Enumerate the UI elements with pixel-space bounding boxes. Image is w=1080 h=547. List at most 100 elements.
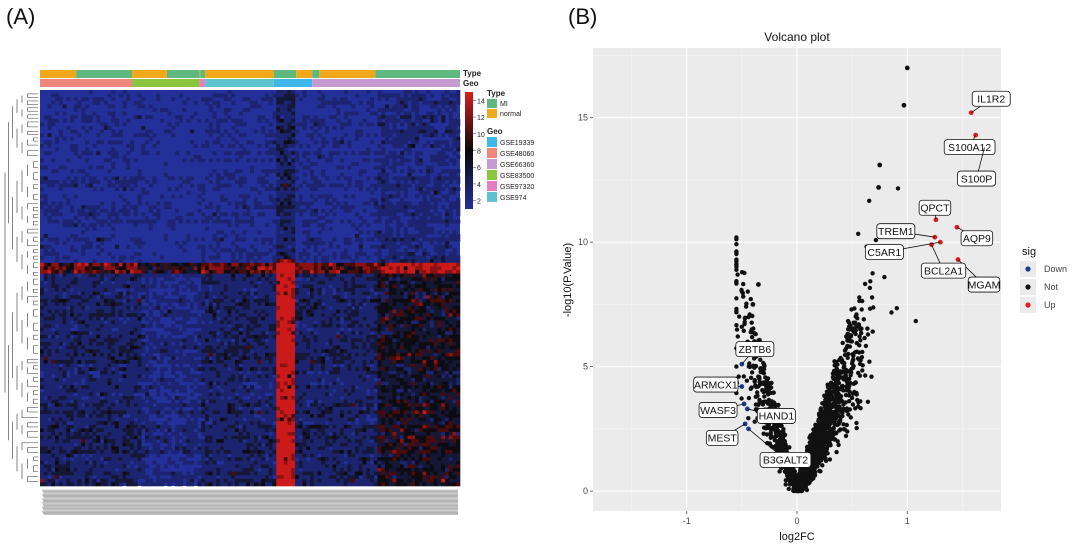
heatmap-cell [306,313,311,318]
heatmap-cell [126,277,131,282]
heatmap-cell [103,266,108,271]
heatmap-cell [51,219,56,224]
heatmap-cell [51,183,56,188]
heatmap-cell [73,104,78,109]
heatmap-cell [347,345,352,350]
heatmap-cell [415,352,420,357]
heatmap-cell [115,356,120,361]
heatmap-cell [283,270,288,274]
heatmap-cell [133,302,138,307]
heatmap-cell [70,306,75,310]
heatmap-cell [422,234,427,238]
heatmap-cell [430,212,435,217]
heatmap-cell [377,266,382,271]
heatmap-cell [205,216,210,220]
heatmap-cell [227,327,232,332]
heatmap-cell [295,151,300,156]
heatmap-cell [325,140,330,145]
heatmap-cell [148,349,153,354]
heatmap-cell [77,345,82,350]
heatmap-cell [321,226,326,231]
heatmap-cell [321,266,326,271]
heatmap-cell [437,309,442,314]
heatmap-cell [381,259,386,264]
heatmap-cell [370,104,375,109]
heatmap-cell [55,259,60,264]
heatmap-cell [205,270,210,274]
heatmap-cell [92,205,97,210]
heatmap-cell [287,324,292,328]
heatmap-cell [201,158,206,163]
heatmap-cell [407,338,412,343]
heatmap-cell [92,226,97,231]
heatmap-cell [130,313,135,318]
heatmap-cell [392,122,397,127]
heatmap-cell [257,190,262,195]
heatmap-cell [280,154,285,159]
heatmap-cell [186,345,191,350]
heatmap-cell [403,208,408,213]
heatmap-cell [250,280,255,285]
type-segment [200,70,206,78]
heatmap-cell [347,280,352,285]
heatmap-cell [201,266,206,271]
heatmap-cell [58,262,63,267]
heatmap-cell [388,108,393,112]
heatmap-cell [246,252,251,256]
heatmap-cell [103,176,108,181]
heatmap-cell [238,295,243,300]
heatmap-cell [426,180,431,184]
heatmap-cell [145,291,150,296]
heatmap-cell [430,345,435,350]
heatmap-cell [332,338,337,343]
heatmap-cell [92,313,97,318]
heatmap-cell [407,90,412,94]
heatmap-cell [193,352,198,357]
heatmap-cell [287,97,292,102]
heatmap-cell [235,342,240,346]
heatmap-cell [441,140,446,145]
heatmap-cell [40,180,45,184]
heatmap-cell [388,331,393,336]
heatmap-cell [55,349,60,354]
heatmap-cell [437,151,442,156]
heatmap-cell [426,187,431,192]
heatmap-cell [276,252,281,256]
heatmap-cell [107,288,112,292]
heatmap-cell [407,349,412,354]
heatmap-cell [287,187,292,192]
heatmap-cell [418,97,423,102]
heatmap-cell [122,338,127,343]
heatmap-cell [328,298,333,303]
heatmap-cell [422,216,427,220]
heatmap-cell [306,280,311,285]
heatmap-cell [325,295,330,300]
heatmap-cell [212,288,217,292]
heatmap-cell [160,270,165,274]
heatmap-cell [62,194,67,199]
heatmap-cell [437,259,442,264]
heatmap-cell [400,108,405,112]
heatmap-cell [250,270,255,274]
heatmap-cell [370,100,375,105]
heatmap-cell [396,136,401,141]
heatmap-cell [100,237,105,242]
heatmap-cell [287,327,292,332]
heatmap-cell [336,313,341,318]
heatmap-cell [66,183,71,188]
heatmap-cell [396,93,401,98]
heatmap-cell [336,165,341,170]
heatmap-cell [55,270,60,274]
heatmap-cell [171,327,176,332]
heatmap-cell [373,252,378,256]
heatmap-cell [272,115,277,120]
heatmap-cell [411,345,416,350]
heatmap-cell [441,270,446,274]
heatmap-cell [272,273,277,278]
heatmap-cell [445,169,450,174]
heatmap-cell [287,201,292,206]
heatmap-cell [141,133,146,138]
heatmap-cell [358,356,363,361]
heatmap-cell [313,316,318,321]
